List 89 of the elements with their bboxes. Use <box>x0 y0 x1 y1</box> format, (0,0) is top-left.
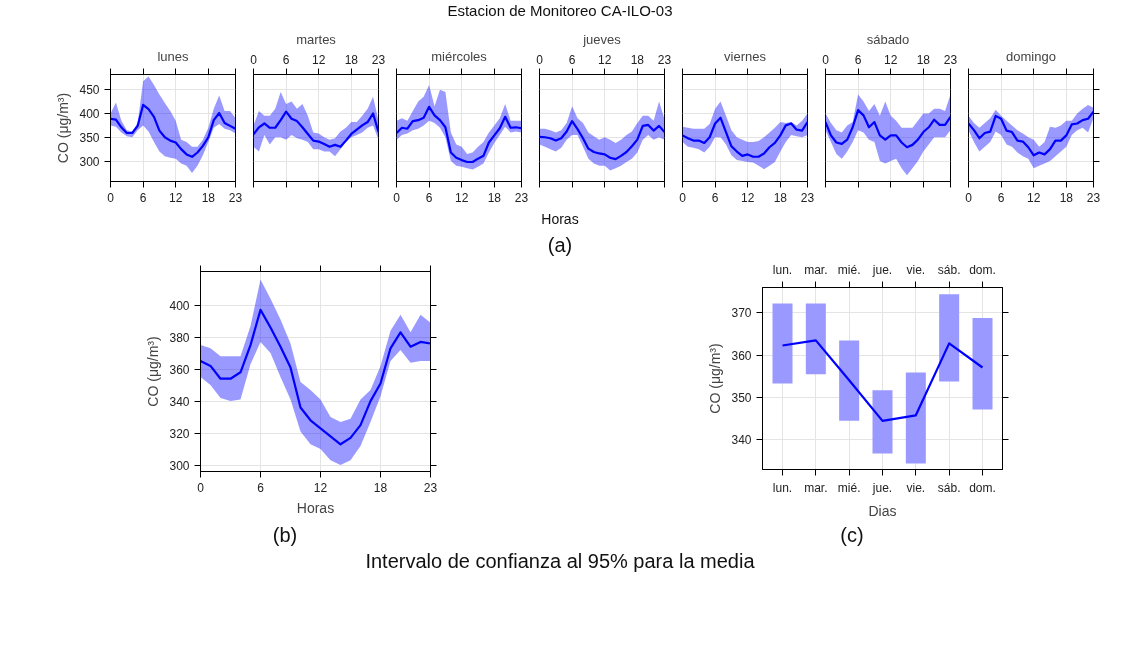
x-tick-label: 18 <box>344 52 359 67</box>
x-tick-label: 12 <box>169 190 183 205</box>
text: Estacion de Monitoreo CA-ILO-03 <box>447 1 673 21</box>
x-tick-label: sáb. <box>937 262 961 277</box>
bar <box>905 372 926 464</box>
x-tick-label: 18 <box>201 190 216 205</box>
bar <box>972 317 993 410</box>
x-tick-label: 18 <box>487 190 502 205</box>
bar <box>839 340 860 421</box>
x-tick-label: 0 <box>107 190 115 205</box>
x-tick-label: 23 <box>423 480 438 495</box>
y-tick-label: 350 <box>79 130 100 145</box>
x-tick-label: 6 <box>282 52 290 67</box>
bar <box>939 294 960 382</box>
x-tick-label: 23 <box>371 52 386 67</box>
y-tick-label: 300 <box>79 154 100 169</box>
y-axis-title: CO (μg/m³) <box>55 92 72 164</box>
y-tick-label: 360 <box>731 348 752 363</box>
line-series <box>781 339 984 422</box>
x-tick-label: 12 <box>455 190 469 205</box>
y-tick-label: 360 <box>169 362 190 377</box>
bar <box>772 303 793 384</box>
x-tick-label: 6 <box>257 480 265 495</box>
chart-title: lunes <box>157 48 190 64</box>
x-tick-label: 0 <box>393 190 401 205</box>
x-tick-label: 0 <box>536 52 544 67</box>
y-axis-title: CO (μg/m³) <box>707 343 724 414</box>
x-tick-label: 23 <box>1086 190 1101 205</box>
bar <box>805 303 826 375</box>
x-tick-label: mar. <box>804 262 828 277</box>
x-tick-label: lun. <box>772 262 793 277</box>
y-tick-label: 380 <box>169 330 190 345</box>
x-tick-label: 23 <box>228 190 243 205</box>
x-tick-label: 0 <box>822 52 830 67</box>
text: Intervalo de confianza al 95% para la media <box>365 549 755 574</box>
x-tick-label: dom. <box>969 262 996 277</box>
y-tick-label: 400 <box>79 107 100 121</box>
y-tick-label: 370 <box>731 306 752 321</box>
line-series <box>110 103 236 158</box>
x-tick-label: 18 <box>1059 190 1074 205</box>
y-tick-label: 400 <box>169 298 190 313</box>
x-tick-label: 0 <box>197 480 205 495</box>
text: (b) <box>272 523 298 548</box>
x-tick-label: 12 <box>313 480 328 495</box>
x-tick-label: 18 <box>773 190 788 205</box>
line-series <box>200 308 431 446</box>
x-tick-label: 12 <box>598 52 612 67</box>
y-tick-label: 300 <box>169 458 190 473</box>
x-tick-label: jue. <box>871 262 893 277</box>
x-tick-label: 23 <box>657 52 672 67</box>
text: (c) <box>840 523 864 548</box>
x-axis-title: Horas <box>296 499 335 516</box>
y-tick-label: 450 <box>79 83 100 98</box>
chart-title: martes <box>296 31 337 47</box>
x-tick-label: 6 <box>854 52 862 67</box>
x-tick-label: 12 <box>741 190 755 205</box>
x-tick-label: vie. <box>906 262 926 277</box>
x-tick-label: 12 <box>312 52 326 67</box>
y-tick-label: 340 <box>169 394 190 409</box>
y-axis-title: CO (μg/m³) <box>145 336 162 407</box>
x-tick-label: 23 <box>514 190 529 205</box>
x-tick-label: 18 <box>373 480 388 495</box>
chart-title: jueves <box>582 31 622 47</box>
x-tick-label: 6 <box>425 190 433 205</box>
x-tick-label: 12 <box>1027 190 1041 205</box>
x-tick-label: 23 <box>800 190 815 205</box>
chart-title: sábado <box>866 31 910 47</box>
chart-title: miércoles <box>431 48 488 64</box>
x-tick-label: 12 <box>884 52 898 67</box>
chart-title: viernes <box>724 48 767 64</box>
x-tick-label: 0 <box>250 52 258 67</box>
x-tick-label: 23 <box>943 52 958 67</box>
bar <box>872 390 893 454</box>
x-tick-label: mié. <box>837 262 861 277</box>
x-tick-label: 6 <box>997 190 1005 205</box>
x-tick-label: 0 <box>679 190 687 205</box>
y-tick-label: 340 <box>731 433 752 448</box>
x-tick-label: 6 <box>139 190 147 205</box>
chart-title: domingo <box>1006 48 1056 64</box>
x-axis-title: Dias <box>868 502 897 519</box>
y-tick-label: 320 <box>169 426 190 441</box>
text: (a) <box>547 233 573 258</box>
x-tick-label: 6 <box>711 190 719 205</box>
x-axis-title: Horas <box>541 210 579 229</box>
x-tick-label: 18 <box>916 52 931 67</box>
y-tick-label: 350 <box>731 391 752 406</box>
x-tick-label: 18 <box>630 52 645 67</box>
x-tick-label: 0 <box>965 190 973 205</box>
x-tick-label: 6 <box>568 52 576 67</box>
